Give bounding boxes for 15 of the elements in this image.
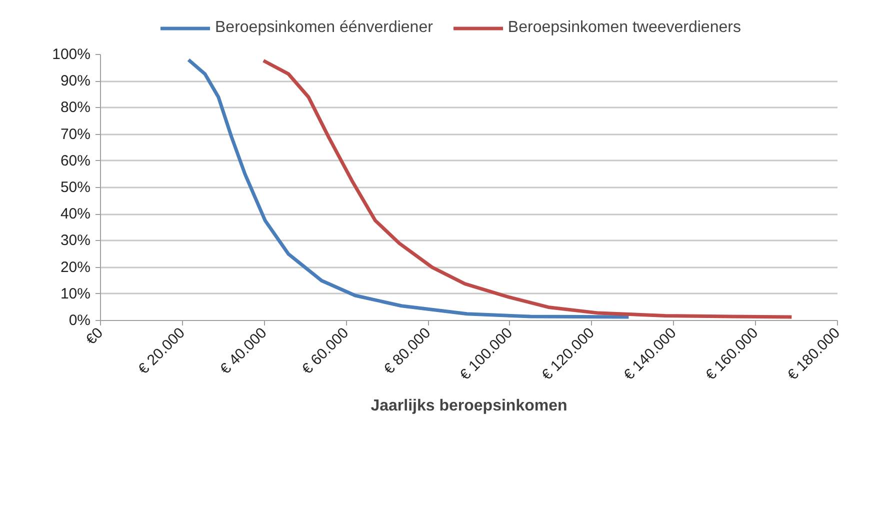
y-tick-label: 80% [60,99,91,116]
y-tick-label: 100% [52,46,91,63]
y-tick-label: 30% [60,232,91,250]
line-series [186,58,630,319]
y-tick-label: 90% [60,72,91,90]
legend-label: Beroepsinkomen éénverdiener [215,19,433,37]
x-axis-title: Jaarlijks beroepsinkomen [370,398,568,415]
line-series [262,58,794,319]
y-tick-label: 50% [60,179,91,196]
y-tick-label: 40% [60,206,91,223]
legend-label: Beroepsinkomen tweeverdieners [508,19,741,37]
y-tick-label: 70% [60,126,91,143]
y-tick-label: 10% [60,285,91,302]
y-tick-label: 60% [60,152,91,170]
y-tick-label: 20% [60,258,91,276]
